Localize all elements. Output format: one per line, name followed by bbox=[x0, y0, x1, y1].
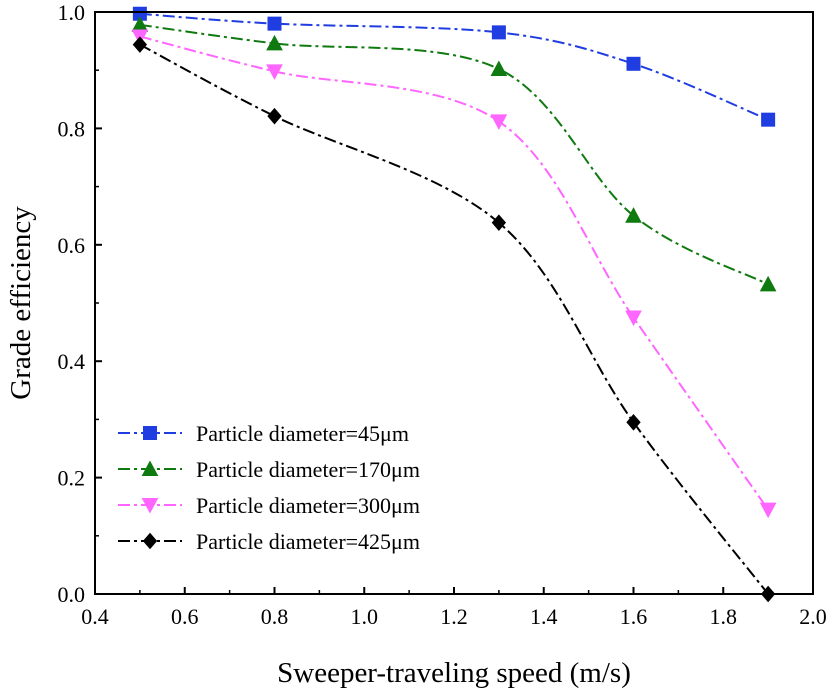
y-tick-label: 0.2 bbox=[58, 466, 86, 491]
series-1-point bbox=[761, 112, 776, 127]
x-tick-label: 0.8 bbox=[261, 604, 289, 629]
series-4-point bbox=[132, 36, 148, 53]
series-2-point bbox=[490, 60, 508, 77]
legend-label-1: Particle diameter=45μm bbox=[196, 421, 409, 446]
legend-marker-1 bbox=[143, 426, 157, 440]
x-tick-label: 1.0 bbox=[351, 604, 379, 629]
series-4-point bbox=[267, 107, 282, 125]
legend-marker-3 bbox=[141, 498, 159, 514]
legend-marker-2 bbox=[141, 460, 159, 476]
series-2-point bbox=[625, 207, 642, 223]
x-axis-ticks: 0.4 0.6 0.8 1.0 1.2 1.4 1.6 1.8 2.0 bbox=[81, 587, 827, 629]
series-1-point bbox=[491, 25, 506, 40]
series-line-3 bbox=[139, 35, 769, 511]
series-2-point bbox=[266, 34, 283, 51]
y-tick-label: 1.0 bbox=[58, 0, 86, 25]
y-axis-ticks: 0.0 0.2 0.4 0.6 0.8 1.0 bbox=[58, 0, 102, 607]
series-3-point bbox=[625, 310, 642, 327]
x-tick-label: 1.8 bbox=[710, 604, 738, 629]
series-line-1 bbox=[139, 12, 769, 121]
x-tick-label: 2.0 bbox=[799, 604, 827, 629]
series-4-point bbox=[491, 214, 507, 231]
legend: Particle diameter=45μm Particle diameter=… bbox=[118, 421, 420, 554]
series-3-point bbox=[759, 502, 777, 519]
x-axis-title: Sweeper-traveling speed (m/s) bbox=[277, 657, 631, 689]
x-tick-label: 0.4 bbox=[81, 604, 109, 629]
series-3-point bbox=[490, 114, 508, 130]
legend-marker-4 bbox=[142, 532, 158, 550]
y-axis-title: Grade efficiency bbox=[5, 206, 37, 400]
y-tick-label: 0.8 bbox=[58, 116, 86, 141]
series-1-point bbox=[626, 56, 641, 71]
series-1-point bbox=[267, 16, 282, 31]
series-2-point bbox=[759, 275, 777, 292]
y-tick-label: 0.4 bbox=[58, 349, 86, 374]
x-tick-label: 1.2 bbox=[440, 604, 468, 629]
legend-label-2: Particle diameter=170μm bbox=[196, 457, 420, 482]
marker-layer bbox=[131, 6, 777, 603]
x-tick-label: 1.4 bbox=[530, 604, 558, 629]
y-tick-label: 0.0 bbox=[58, 582, 86, 607]
x-tick-label: 0.6 bbox=[171, 604, 199, 629]
series-3-point bbox=[266, 64, 283, 80]
x-tick-label: 1.6 bbox=[620, 604, 648, 629]
y-tick-label: 0.6 bbox=[58, 233, 86, 258]
legend-label-3: Particle diameter=300μm bbox=[196, 493, 420, 518]
series-4-point bbox=[626, 414, 641, 431]
legend-label-4: Particle diameter=425μm bbox=[196, 529, 420, 554]
series-line-2 bbox=[139, 23, 769, 286]
